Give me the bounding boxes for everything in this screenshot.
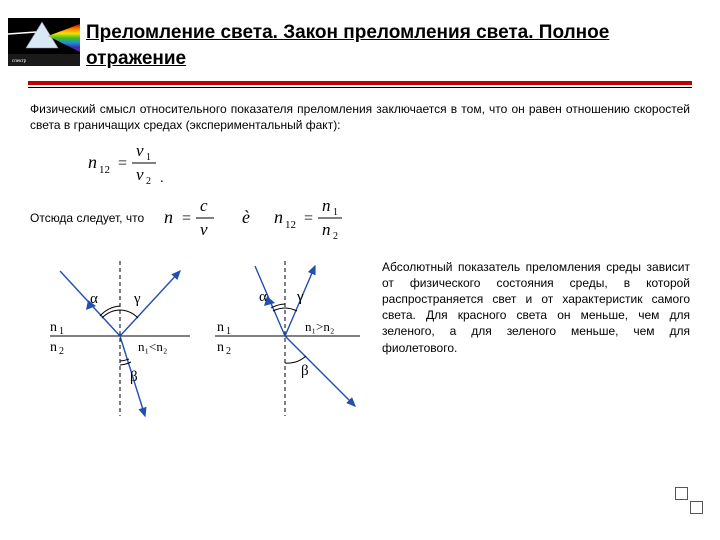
svg-text:è: è	[242, 207, 250, 227]
svg-text:.: .	[160, 171, 164, 186]
formula-n12-velocities: n 12 = v 1 v 2 .	[0, 134, 720, 189]
paragraph-1: Физический смысл относительного показате…	[0, 87, 720, 133]
slide-bullet-icon	[675, 487, 688, 500]
svg-text:c: c	[200, 196, 208, 215]
svg-text:2: 2	[226, 346, 231, 357]
svg-text:β: β	[130, 369, 138, 385]
svg-text:=: =	[118, 155, 127, 172]
svg-text:n: n	[217, 320, 224, 335]
side-paragraph: Абсолютный показатель преломления среды …	[382, 251, 690, 434]
svg-text:n: n	[274, 207, 283, 227]
page-title: Преломление света. Закон преломления све…	[86, 18, 696, 71]
svg-text:v: v	[136, 141, 144, 160]
svg-text:n: n	[50, 340, 57, 355]
svg-text:n: n	[50, 320, 57, 335]
svg-text:v: v	[136, 165, 144, 184]
slide-bullet-icon	[690, 501, 703, 514]
follows-label: Отсюда следует, что	[30, 211, 144, 225]
svg-text:α: α	[90, 291, 98, 307]
divider	[28, 81, 692, 87]
svg-text:1: 1	[333, 207, 338, 218]
prism-icon: спектр	[8, 18, 80, 66]
svg-text:1: 1	[59, 326, 64, 337]
formula-n-and-n12: n = c v è n 12 = n 1 n 2	[164, 195, 394, 241]
refraction-diagrams: α γ β n1 n2 n₁<n₂	[30, 251, 370, 434]
svg-text:n: n	[322, 220, 331, 239]
svg-text:2: 2	[333, 231, 338, 241]
svg-text:=: =	[182, 210, 191, 227]
svg-text:1: 1	[146, 152, 151, 163]
svg-text:12: 12	[99, 164, 110, 176]
svg-text:2: 2	[59, 346, 64, 357]
svg-text:12: 12	[285, 219, 296, 231]
svg-text:спектр: спектр	[12, 59, 27, 64]
svg-text:α: α	[259, 289, 267, 305]
svg-text:1: 1	[226, 326, 231, 337]
svg-text:n: n	[217, 340, 224, 355]
svg-text:n₁>n₂: n₁>n₂	[305, 319, 334, 334]
svg-text:γ: γ	[133, 291, 141, 307]
svg-text:=: =	[304, 210, 313, 227]
svg-text:v: v	[200, 220, 208, 239]
svg-text:n: n	[88, 152, 97, 172]
svg-text:n: n	[322, 196, 331, 215]
svg-text:γ: γ	[296, 289, 304, 305]
svg-text:n: n	[164, 207, 173, 227]
svg-text:β: β	[301, 363, 309, 379]
svg-text:2: 2	[146, 176, 151, 186]
svg-text:n₁<n₂: n₁<n₂	[138, 339, 167, 354]
